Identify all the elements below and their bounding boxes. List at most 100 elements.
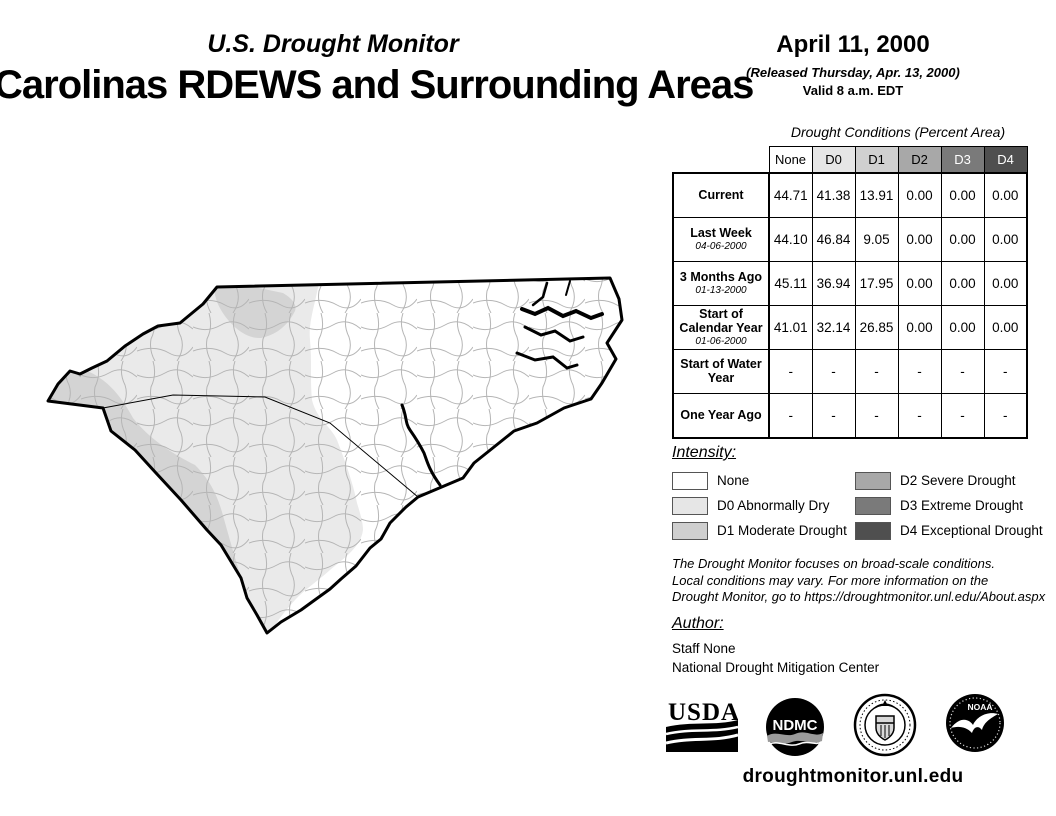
- percent-area-value: -: [854, 349, 899, 394]
- svg-text:NOAA: NOAA: [967, 702, 992, 712]
- row-label-text: 3 Months Ago: [679, 269, 763, 284]
- legend-item: D4 Exceptional Drought: [855, 518, 1043, 543]
- agency-logos: USDA NDMC NOAA: [660, 690, 1020, 760]
- row-label-date: 01-13-2000: [695, 285, 747, 297]
- table-corner-blank: [673, 146, 769, 173]
- percent-area-value: 9.05: [854, 217, 899, 262]
- carolinas-map-svg: [46, 276, 624, 635]
- percent-area-value: 0.00: [897, 217, 942, 262]
- table-header-row: None D0 D1 D2 D3 D4: [673, 146, 1028, 174]
- county-lines: [48, 278, 622, 633]
- row-label-text: One Year Ago: [680, 407, 762, 422]
- percent-area-value: -: [811, 393, 856, 439]
- percent-area-value: -: [811, 349, 856, 394]
- row-label-date: 01-06-2000: [695, 336, 747, 347]
- row-label: One Year Ago: [672, 393, 770, 439]
- percent-area-value: -: [768, 349, 813, 394]
- row-label-date: 04-06-2000: [695, 241, 747, 253]
- percent-area-value: -: [897, 393, 942, 439]
- date-block: April 11, 2000 (Released Thursday, Apr. …: [680, 31, 1026, 98]
- percent-area-value: -: [940, 393, 985, 439]
- row-label-text: Current: [698, 187, 744, 202]
- table-row: Start of Water Year - - - - - -: [672, 349, 1028, 394]
- percent-area-value: -: [983, 393, 1028, 439]
- legend-item: None: [672, 468, 855, 493]
- legend-swatch: [672, 496, 708, 515]
- percent-area-value: -: [897, 349, 942, 394]
- percent-area-value: -: [940, 349, 985, 394]
- percent-area-value: 0.00: [940, 172, 985, 218]
- percent-area-value: 0.00: [940, 217, 985, 262]
- legend-title: Intensity:: [672, 444, 737, 461]
- legend-swatch: [672, 471, 708, 490]
- author-heading: Author:: [672, 615, 724, 632]
- legend-label: None: [717, 473, 750, 488]
- author-name: Staff None: [672, 641, 736, 656]
- row-label: Start of Water Year: [672, 349, 770, 394]
- row-label: Current: [672, 172, 770, 218]
- table-title: Drought Conditions (Percent Area): [790, 124, 1006, 140]
- percent-area-value: 46.84: [811, 217, 856, 262]
- row-label: Last Week 04-06-2000: [672, 217, 770, 262]
- percent-area-value: 44.10: [768, 217, 813, 262]
- percent-area-value: 13.91: [854, 172, 899, 218]
- table-row: Current 44.71 41.38 13.91 0.00 0.00 0.00: [672, 172, 1028, 218]
- legend-label: D2 Severe Drought: [900, 473, 1016, 488]
- table-row: One Year Ago - - - - - -: [672, 393, 1028, 439]
- usda-logo-icon: USDA: [666, 700, 738, 752]
- column-header-d0: D0: [811, 146, 856, 174]
- column-header-none: None: [768, 146, 813, 174]
- legend-swatch: [855, 471, 891, 490]
- column-header-d2: D2: [897, 146, 942, 174]
- percent-area-value: 0.00: [983, 172, 1028, 218]
- footer-url: droughtmonitor.unl.edu: [742, 766, 964, 787]
- legend-label: D3 Extreme Drought: [900, 498, 1024, 513]
- svg-text:NDMC: NDMC: [773, 717, 818, 734]
- row-label: Start of Calendar Year 01-06-2000: [672, 305, 770, 350]
- legend-item: D3 Extreme Drought: [855, 493, 1043, 518]
- percent-area-value: 36.94: [811, 261, 856, 306]
- map-date: April 11, 2000: [776, 31, 930, 58]
- percent-area-value: 0.00: [940, 305, 985, 350]
- percent-area-value: -: [854, 393, 899, 439]
- column-header-d1: D1: [854, 146, 899, 174]
- drought-map: [25, 265, 625, 645]
- column-header-d3: D3: [940, 146, 985, 174]
- noaa-logo-icon: NOAA: [946, 694, 1004, 752]
- commerce-seal-icon: [853, 693, 917, 757]
- legend-item: D2 Severe Drought: [855, 468, 1043, 493]
- legend-label: D4 Exceptional Drought: [900, 523, 1043, 538]
- disclaimer-line: Drought Monitor, go to https://droughtmo…: [672, 589, 1046, 604]
- legend-item: D0 Abnormally Dry: [672, 493, 855, 518]
- legend-swatch: [672, 521, 708, 540]
- valid-time: Valid 8 a.m. EDT: [802, 83, 904, 98]
- percent-area-value: -: [768, 393, 813, 439]
- row-label: 3 Months Ago 01-13-2000: [672, 261, 770, 306]
- percent-area-value: -: [983, 349, 1028, 394]
- legend-label: D1 Moderate Drought: [717, 523, 847, 538]
- disclaimer-text: The Drought Monitor focuses on broad-sca…: [672, 556, 1052, 606]
- percent-area-value: 26.85: [854, 305, 899, 350]
- percent-area-value: 32.14: [811, 305, 856, 350]
- disclaimer-line: The Drought Monitor focuses on broad-sca…: [672, 556, 996, 571]
- legend-swatch: [855, 521, 891, 540]
- percent-area-value: 0.00: [897, 305, 942, 350]
- legend-swatch: [855, 496, 891, 515]
- program-title: U.S. Drought Monitor: [207, 30, 459, 58]
- percent-area-value: 0.00: [897, 172, 942, 218]
- intensity-legend: None D0 Abnormally Dry D1 Moderate Drought…: [672, 468, 1043, 543]
- svg-text:USDA: USDA: [668, 700, 738, 726]
- conditions-table: None D0 D1 D2 D3 D4 Current 44.71 41.38 13.91 0.0…: [672, 146, 1028, 439]
- percent-area-value: 17.95: [854, 261, 899, 306]
- percent-area-value: 0.00: [983, 261, 1028, 306]
- ndmc-logo-icon: NDMC: [766, 698, 824, 756]
- percent-area-value: 41.38: [811, 172, 856, 218]
- percent-area-value: 0.00: [897, 261, 942, 306]
- percent-area-value: 41.01: [768, 305, 813, 350]
- page-title: Carolinas RDEWS and Surrounding Areas: [0, 63, 754, 107]
- disclaimer-line: Local conditions may vary. For more info…: [672, 572, 989, 588]
- percent-area-value: 0.00: [983, 217, 1028, 262]
- legend-item: D1 Moderate Drought: [672, 518, 855, 543]
- row-label-text: Start of Water Year: [680, 357, 762, 385]
